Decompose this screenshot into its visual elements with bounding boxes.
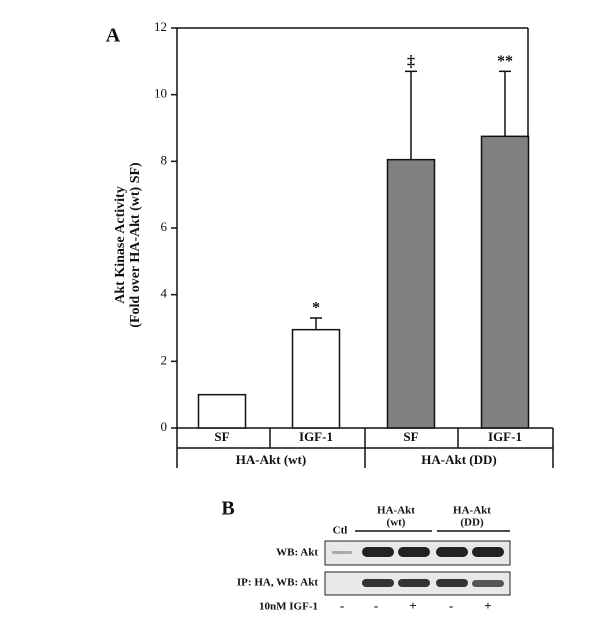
- row-label: IP: HA, WB: Akt: [237, 577, 318, 589]
- y-axis-label: Akt Kinase Activity (Fold over HA-Akt (w…: [113, 162, 143, 328]
- treatment-label: 10nM IGF-1: [259, 601, 318, 613]
- x-tick-label: SF: [214, 429, 229, 444]
- bar: [291, 328, 341, 429]
- control-label: Ctl: [333, 525, 348, 537]
- y-tick-label: 4: [161, 286, 168, 301]
- y-tick-label: 0: [161, 419, 168, 434]
- y-label-line: Akt Kinase Activity: [113, 186, 128, 303]
- significance-mark: **: [497, 53, 513, 70]
- x-tick-label: IGF-1: [299, 429, 333, 444]
- significance-mark: ‡: [407, 53, 415, 70]
- y-tick-label: 8: [161, 152, 168, 167]
- row-label: WB: Akt: [276, 547, 318, 559]
- x-tick-label: SF: [403, 429, 418, 444]
- group-label: (wt): [387, 517, 406, 529]
- y-tick-label: 10: [154, 86, 167, 101]
- blot: Ctl WB: Akt IP: HA, WB: Akt 10nM IGF-1: [237, 525, 511, 613]
- bar: [480, 135, 530, 429]
- y-tick-label: 12: [154, 19, 167, 34]
- bar: [386, 158, 436, 429]
- band: [436, 579, 468, 587]
- group-label: HA-Akt (DD): [421, 452, 496, 467]
- band: [362, 547, 394, 557]
- band: [398, 579, 430, 587]
- x-tick-label: IGF-1: [488, 429, 522, 444]
- significance-mark: *: [312, 300, 320, 317]
- band: [398, 547, 430, 557]
- band: [436, 547, 468, 557]
- group-label: HA-Akt: [377, 505, 415, 517]
- y-label-line: (Fold over HA-Akt (wt) SF): [128, 162, 143, 328]
- y-tick-label: 2: [161, 352, 168, 367]
- band: [332, 551, 352, 554]
- axis-frame: [176, 27, 528, 428]
- band: [362, 579, 394, 587]
- treatment-sign: -: [449, 598, 453, 613]
- treatment-sign: -: [374, 598, 378, 613]
- group-label: HA-Akt (wt): [236, 452, 306, 467]
- band: [472, 580, 504, 587]
- group-label: (DD): [460, 517, 484, 529]
- panel-label: A: [106, 25, 121, 47]
- treatment-sign: +: [409, 598, 416, 613]
- y-tick-label: 6: [161, 219, 168, 234]
- group-label: HA-Akt: [453, 505, 491, 517]
- panel-label: B: [221, 498, 234, 520]
- band: [472, 547, 504, 557]
- treatment-sign: +: [484, 598, 491, 613]
- treatment-sign: -: [340, 598, 344, 613]
- bar: [197, 393, 247, 429]
